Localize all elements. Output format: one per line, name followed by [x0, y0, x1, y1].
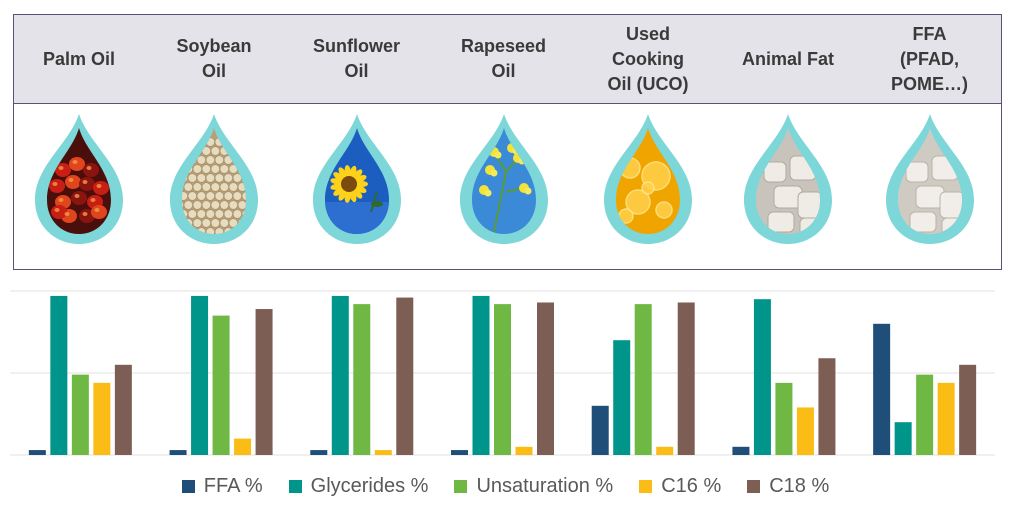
bar-c18 — [818, 358, 836, 455]
cooking-oil-drop — [604, 114, 692, 244]
oil-column-header: FFA (PFAD, POME…) — [858, 14, 1002, 104]
oil-column-label: FFA (PFAD, POME…) — [890, 23, 968, 94]
bar-unsaturation — [212, 315, 230, 455]
bar-c16 — [796, 407, 814, 455]
bar-c16 — [374, 450, 392, 455]
legend-label: C18 % — [769, 474, 830, 497]
oil-column-header: Palm Oil — [13, 14, 145, 104]
oil-image-cell — [144, 103, 285, 270]
rapeseed-drop — [459, 114, 548, 244]
oil-column-header: Rapeseed Oil — [429, 14, 579, 104]
oil-column-header: Sunflower Oil — [284, 14, 430, 104]
bar-ffa — [169, 450, 187, 455]
oil-image-cell — [858, 103, 1002, 270]
legend-swatch — [181, 479, 195, 493]
oil-column-header: Soybean Oil — [144, 14, 285, 104]
bar-glycerides — [894, 422, 912, 455]
legend-label: Unsaturation % — [476, 474, 614, 497]
oil-column: Animal Fat — [718, 14, 859, 270]
bar-unsaturation — [916, 374, 934, 455]
bar-unsaturation — [353, 304, 371, 455]
bar-glycerides — [50, 295, 68, 455]
oil-image-cell — [13, 103, 145, 270]
oil-column-label: Animal Fat — [741, 48, 834, 69]
legend-label: Glycerides % — [310, 474, 429, 497]
bar-c16 — [515, 446, 533, 455]
bar-glycerides — [191, 295, 209, 455]
soybeans-drop — [170, 114, 258, 244]
bar-ffa — [310, 450, 328, 455]
bar-glycerides — [753, 299, 771, 455]
bar-ffa — [732, 446, 750, 455]
oil-column-label: Used Cooking Oil (UCO) — [607, 23, 689, 94]
bar-unsaturation — [634, 304, 652, 455]
bar-c16 — [93, 382, 111, 455]
animal-fat-drop — [744, 114, 832, 244]
bar-c18 — [114, 364, 132, 455]
bar-c18 — [677, 302, 695, 455]
legend-swatch — [747, 479, 761, 493]
bar-c18 — [255, 309, 273, 455]
bar-glycerides — [472, 295, 490, 455]
bar-c18 — [537, 302, 554, 455]
oil-column: Sunflower Oil — [284, 14, 430, 270]
bar-c18 — [959, 364, 977, 455]
composition-bar-chart — [10, 290, 995, 456]
bar-unsaturation — [494, 304, 511, 455]
bar-ffa — [873, 323, 891, 455]
oil-column-label: Sunflower Oil — [312, 36, 400, 81]
bar-ffa — [591, 405, 609, 455]
legend-item: C16 % — [639, 475, 721, 498]
oil-image-cell — [578, 103, 719, 270]
chart-legend: FFA % Glycerides % Unsaturation % C16 % C18 … — [0, 470, 1011, 502]
oil-column: Soybean Oil — [144, 14, 285, 270]
sunflower-drop — [312, 114, 401, 244]
oil-column: Used Cooking Oil (UCO) — [578, 14, 719, 270]
palm-fruit-drop — [35, 114, 123, 244]
legend-swatch — [288, 479, 302, 493]
oil-column: Palm Oil — [13, 14, 145, 270]
oil-image-cell — [718, 103, 859, 270]
bar-glycerides — [613, 340, 631, 455]
bar-ffa — [451, 450, 468, 455]
legend-item: Glycerides % — [288, 474, 429, 498]
legend-swatch — [454, 479, 468, 493]
legend-item: Unsaturation % — [454, 475, 613, 498]
oil-column-label: Palm Oil — [42, 48, 116, 69]
bar-c16 — [656, 446, 674, 455]
oil-type-table: Palm Oil Soybean Oil Sunflower Oil Rapeseed… — [13, 14, 1002, 270]
bar-c18 — [396, 297, 414, 455]
legend-label: C16 % — [661, 474, 722, 497]
oil-column: FFA (PFAD, POME…) — [858, 14, 1002, 270]
oil-column: Rapeseed Oil — [429, 14, 579, 270]
bar-unsaturation — [775, 382, 793, 455]
bar-glycerides — [331, 295, 349, 455]
oil-image-cell — [429, 103, 579, 270]
ffa-drop — [885, 114, 974, 244]
bar-c16 — [937, 382, 955, 455]
legend-item: C18 % — [747, 475, 829, 498]
oil-column-header: Animal Fat — [718, 14, 859, 104]
bar-c16 — [234, 438, 252, 455]
oil-column-label: Rapeseed Oil — [460, 36, 547, 81]
oil-image-cell — [284, 103, 430, 270]
legend-item: FFA % — [181, 474, 263, 498]
legend-label: FFA % — [203, 474, 263, 497]
bar-unsaturation — [71, 374, 89, 455]
bar-ffa — [28, 450, 46, 455]
oil-column-label: Soybean Oil — [176, 36, 252, 81]
legend-swatch — [639, 479, 653, 493]
oil-column-header: Used Cooking Oil (UCO) — [578, 14, 719, 104]
